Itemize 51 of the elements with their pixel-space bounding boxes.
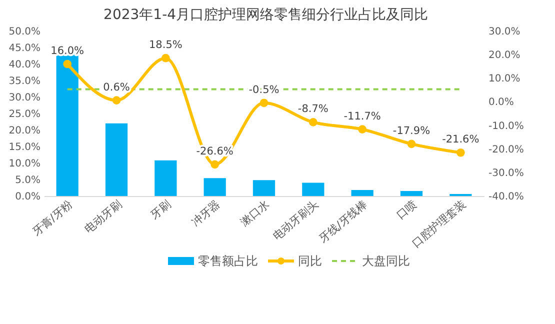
y-tick-label: 40.0% [8, 60, 40, 70]
data-label: -17.9% [392, 124, 430, 137]
bar [154, 160, 177, 196]
y-tick-label: 50.0% [8, 26, 40, 38]
bar [400, 191, 423, 196]
data-label: -8.7% [298, 103, 328, 116]
legend-label: 大盘同比 [362, 254, 410, 268]
data-label: 18.5% [148, 39, 182, 52]
y-tick-label: 45.0% [8, 43, 40, 54]
x-tick-label: 牙刷 [148, 198, 174, 222]
legend-label: 同比 [298, 254, 322, 268]
data-label: 0.6% [103, 81, 130, 94]
y-tick-label: 20.0% [8, 126, 40, 136]
x-tick-label: 漱口水 [238, 198, 272, 229]
legend-label: 零售额占比 [198, 254, 258, 268]
y-tick-label: 25.0% [8, 109, 40, 120]
data-label: -11.7% [344, 110, 381, 122]
point [308, 118, 318, 126]
point [63, 60, 72, 68]
point [112, 96, 121, 104]
point [260, 98, 268, 108]
y2-tick-label: 0.0% [488, 97, 514, 108]
bar [252, 180, 276, 196]
y-tick-label: 0.0% [15, 192, 40, 202]
y2-tick-label: -10.0% [488, 120, 524, 132]
y-tick-label: 5.0% [15, 175, 40, 186]
y-tick-label: 35.0% [8, 76, 40, 87]
y2-tick-label: -20.0% [488, 144, 524, 156]
y2-tick-label: 10.0% [488, 74, 520, 85]
point [407, 140, 416, 148]
data-label: -21.6% [442, 134, 480, 146]
y2-tick-label: -30.0% [488, 168, 524, 179]
x-tick-label: 牙线/牙线棒 [316, 198, 370, 246]
bar [105, 123, 128, 196]
y-tick-label: 15.0% [8, 142, 40, 153]
bar [351, 190, 374, 196]
y2-tick-label: 30.0% [488, 26, 520, 38]
point [358, 125, 367, 134]
point [456, 148, 465, 157]
point [210, 160, 220, 169]
point [161, 54, 170, 62]
chart-title: 2023年1-4月口腔护理网络零售细分行业占比及同比 [104, 7, 428, 23]
x-tick-label: 冲牙器 [188, 198, 223, 229]
y-tick-label: 10.0% [8, 158, 40, 170]
bar [302, 182, 324, 196]
x-tick-label: 电动牙刷 [82, 198, 124, 236]
y2-tick-label: -40.0% [488, 192, 524, 202]
bar [204, 178, 226, 196]
y-tick-label: 30.0% [8, 92, 40, 104]
y2-tick-label: 20.0% [488, 50, 520, 62]
x-tick-label: 口喷 [394, 198, 420, 222]
